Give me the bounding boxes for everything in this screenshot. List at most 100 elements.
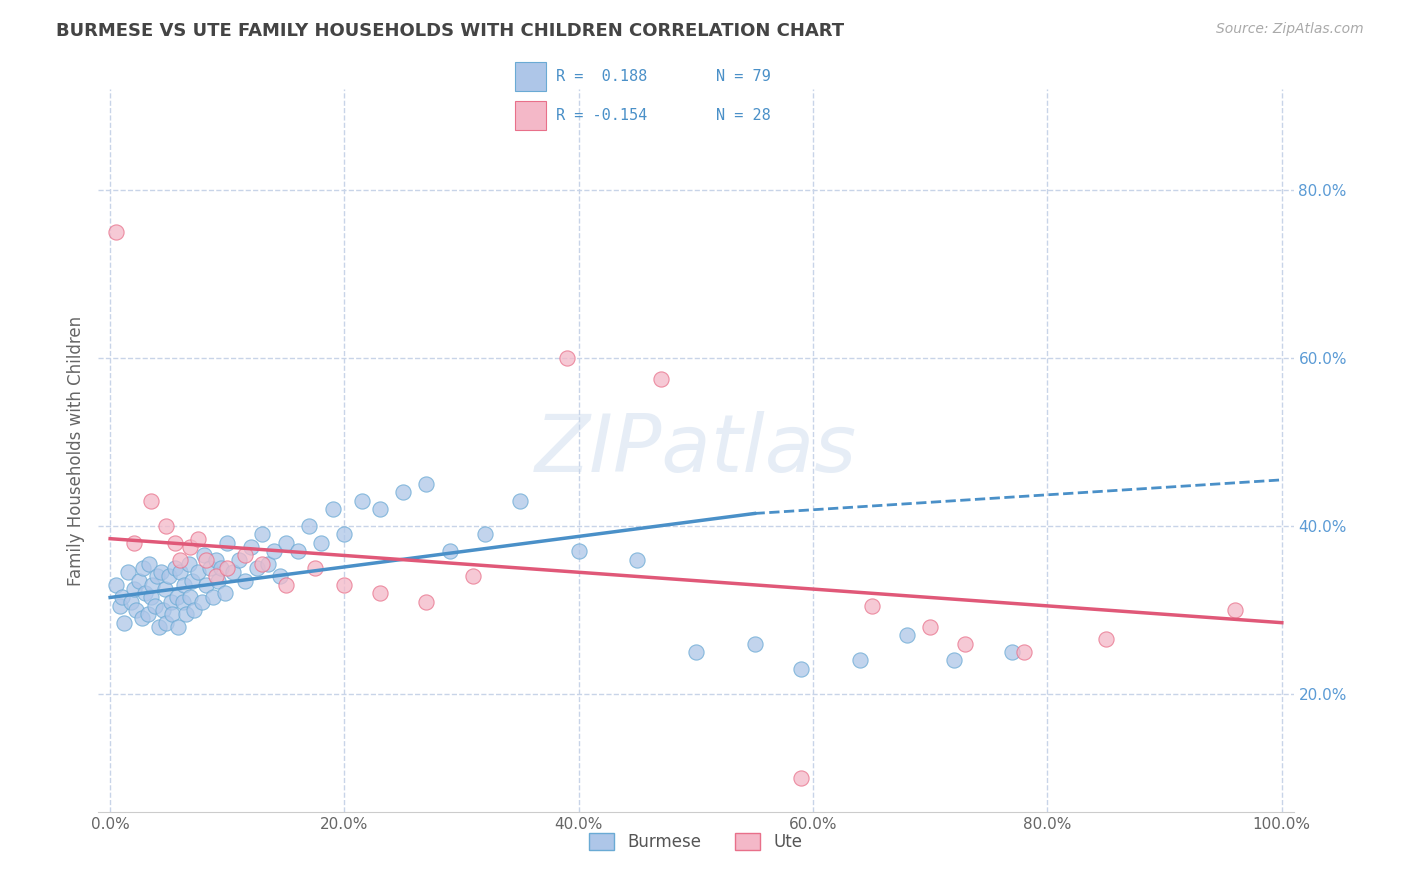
Point — [287, 544, 309, 558]
Point — [415, 595, 437, 609]
Point — [167, 620, 190, 634]
Point — [352, 494, 374, 508]
Point — [860, 599, 883, 613]
Point — [252, 527, 274, 541]
Point — [195, 578, 218, 592]
Point — [141, 494, 163, 508]
Point — [204, 552, 226, 566]
Text: Source: ZipAtlas.com: Source: ZipAtlas.com — [1216, 22, 1364, 37]
Point — [179, 591, 201, 605]
Point — [1012, 645, 1035, 659]
Point — [202, 591, 225, 605]
Point — [183, 603, 205, 617]
Point — [333, 578, 356, 592]
Point — [173, 578, 195, 592]
Bar — [516, 101, 547, 130]
Point — [1095, 632, 1118, 647]
Point — [955, 637, 977, 651]
Point — [143, 599, 166, 613]
Point — [190, 595, 212, 609]
Point — [157, 569, 180, 583]
Point — [392, 485, 415, 500]
Text: ZIPatlas: ZIPatlas — [534, 411, 858, 490]
Point — [555, 351, 578, 365]
Point — [439, 544, 461, 558]
Point — [148, 620, 170, 634]
Point — [322, 502, 344, 516]
Point — [304, 561, 326, 575]
Y-axis label: Family Households with Children: Family Households with Children — [66, 316, 84, 585]
Point — [204, 569, 226, 583]
Point — [214, 586, 236, 600]
Point — [195, 552, 218, 566]
Point — [269, 569, 291, 583]
Point — [155, 519, 177, 533]
Point — [163, 536, 186, 550]
Point — [155, 582, 177, 596]
Point — [198, 561, 221, 575]
Point — [263, 544, 285, 558]
Point — [415, 477, 437, 491]
Point — [233, 574, 256, 588]
Point — [509, 494, 531, 508]
Point — [474, 527, 496, 541]
Point — [233, 549, 256, 563]
Point — [228, 552, 250, 566]
Text: N = 79: N = 79 — [717, 69, 772, 84]
Point — [217, 536, 239, 550]
Point — [252, 557, 274, 571]
Point — [274, 536, 297, 550]
Point — [172, 595, 194, 609]
Point — [179, 540, 201, 554]
Point — [128, 574, 150, 588]
Point — [896, 628, 918, 642]
Point — [108, 599, 131, 613]
Point — [246, 561, 269, 575]
Point — [155, 615, 177, 630]
Point — [1001, 645, 1024, 659]
Point — [685, 645, 707, 659]
Point — [368, 586, 391, 600]
Point — [117, 566, 139, 580]
Point — [122, 536, 145, 550]
Point — [1223, 603, 1246, 617]
Point — [849, 653, 872, 667]
Point — [790, 771, 813, 785]
Point — [298, 519, 321, 533]
Point — [187, 566, 209, 580]
Point — [112, 615, 135, 630]
Point — [217, 561, 239, 575]
Point — [174, 607, 197, 622]
Point — [105, 225, 128, 239]
Point — [149, 566, 172, 580]
Text: BURMESE VS UTE FAMILY HOUSEHOLDS WITH CHILDREN CORRELATION CHART: BURMESE VS UTE FAMILY HOUSEHOLDS WITH CH… — [56, 22, 845, 40]
Point — [111, 591, 134, 605]
Point — [790, 662, 813, 676]
Point — [134, 586, 156, 600]
Bar — [516, 62, 547, 91]
Point — [163, 561, 186, 575]
Point — [136, 607, 159, 622]
Point — [105, 578, 128, 592]
Text: N = 28: N = 28 — [717, 108, 772, 123]
Point — [162, 607, 183, 622]
Point — [141, 578, 163, 592]
Point — [257, 557, 280, 571]
Point — [125, 603, 148, 617]
Point — [146, 569, 169, 583]
Point — [177, 557, 200, 571]
Point — [626, 552, 648, 566]
Point — [132, 561, 155, 575]
Legend: Burmese, Ute: Burmese, Ute — [583, 826, 808, 857]
Point — [169, 566, 191, 580]
Point — [152, 603, 174, 617]
Point — [122, 582, 145, 596]
Text: R =  0.188: R = 0.188 — [555, 69, 647, 84]
Point — [187, 532, 209, 546]
Point — [181, 574, 204, 588]
Point — [650, 372, 672, 386]
Point — [138, 557, 160, 571]
Point — [222, 566, 245, 580]
Point — [211, 561, 233, 575]
Point — [131, 611, 153, 625]
